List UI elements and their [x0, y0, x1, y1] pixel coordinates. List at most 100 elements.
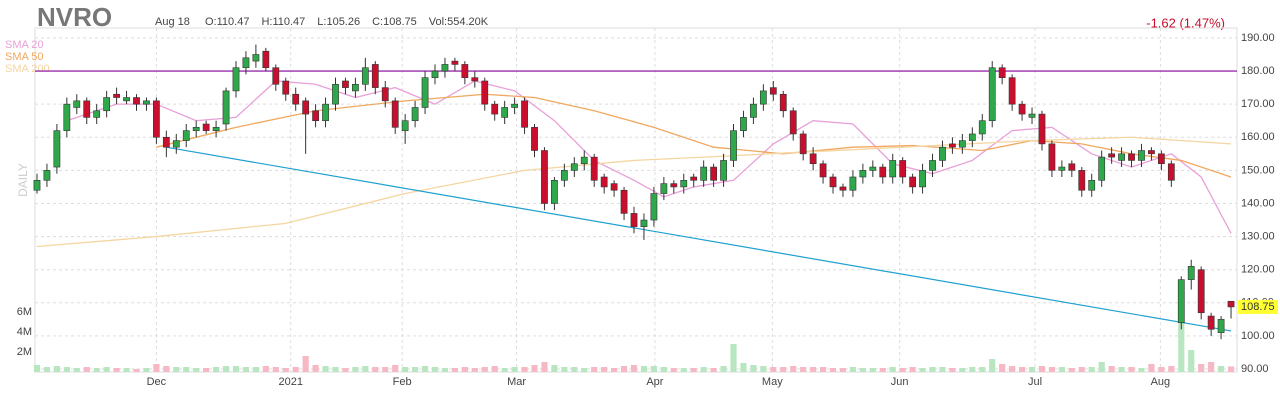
volume-bar — [1068, 368, 1075, 372]
candle-body — [481, 80, 489, 105]
volume-bar — [1198, 364, 1205, 372]
candle-body — [312, 110, 319, 122]
volume-bar — [461, 367, 468, 372]
volume-bar — [1009, 366, 1016, 372]
volume-bar — [829, 368, 837, 372]
candle-body — [192, 127, 200, 131]
volume-bar — [551, 365, 558, 372]
volume-bar — [342, 368, 349, 372]
volume-bar — [511, 367, 518, 372]
candle-body — [551, 180, 558, 204]
candle-body — [342, 80, 349, 88]
volume-bar — [959, 368, 966, 372]
y-tick-label: 160.00 — [1241, 131, 1275, 143]
candle-body — [720, 160, 727, 181]
volume-bar — [143, 368, 150, 372]
volume-bar — [630, 365, 638, 372]
candle-body — [371, 64, 379, 88]
candle-body — [501, 107, 509, 118]
x-tick-label: Dec — [147, 376, 167, 388]
volume-bar — [1118, 367, 1125, 372]
volume-bar — [103, 367, 110, 372]
candle-body — [202, 123, 210, 131]
candle-body — [1088, 180, 1096, 191]
candle-body — [143, 100, 150, 105]
y-tick-label: 90.00 — [1241, 363, 1269, 375]
volume-bar — [282, 368, 289, 372]
candle-body — [610, 183, 618, 191]
volume-bar — [1227, 366, 1235, 372]
volume-bar — [660, 367, 667, 372]
legend-entry: SMA 50 — [5, 51, 44, 63]
volume-bar — [869, 368, 876, 372]
candle-body — [441, 64, 449, 72]
timeframe: DAILY — [16, 163, 30, 197]
volume-bar — [382, 367, 389, 372]
volume-bar — [889, 367, 896, 372]
volume-bar — [262, 366, 269, 372]
volume-bar — [242, 367, 250, 372]
volume-bar — [332, 367, 339, 372]
candle-body — [939, 146, 946, 161]
candle-body — [302, 100, 310, 115]
volume-bar — [521, 367, 528, 372]
volume-bar — [611, 368, 618, 372]
volume-bar — [839, 368, 847, 372]
volume-bar — [1078, 367, 1085, 372]
candle-body — [352, 83, 359, 92]
candle-body — [700, 166, 708, 181]
candle-body — [421, 77, 429, 108]
candle-body — [33, 180, 41, 191]
volume-bar — [790, 366, 797, 372]
volume-bar — [402, 367, 409, 372]
volume-bar — [83, 367, 90, 372]
candle-body — [222, 90, 230, 125]
candle-body — [998, 67, 1006, 78]
volume-bar — [1018, 367, 1026, 372]
candle-body — [153, 100, 160, 138]
candle-body — [1138, 150, 1145, 161]
candle-body — [322, 103, 329, 122]
y-tick-label: 130.00 — [1241, 230, 1275, 242]
volume-bar — [203, 368, 210, 372]
candle-body — [590, 156, 598, 181]
candle-body — [740, 117, 747, 131]
volume-bar — [272, 367, 279, 372]
candle-body — [710, 166, 717, 181]
candle-body — [123, 97, 130, 102]
candle-body — [531, 127, 538, 151]
volume-bar — [451, 368, 458, 372]
volume-bar — [819, 367, 827, 372]
volume-bar — [650, 366, 657, 372]
volume-bar — [710, 368, 717, 372]
volume-bar — [53, 366, 60, 372]
volume-bar — [322, 366, 329, 372]
volume-bar — [929, 367, 936, 372]
x-tick-label: Feb — [393, 376, 412, 388]
volume-bar — [292, 367, 299, 372]
candle-body — [252, 54, 260, 62]
candle-body — [630, 213, 638, 227]
volume-bar — [620, 366, 628, 372]
candle-body — [779, 93, 787, 112]
candle-body — [133, 97, 140, 105]
volume-bar — [1208, 362, 1215, 372]
volume-bar — [730, 344, 737, 372]
candle-body — [1028, 113, 1036, 118]
volume-bar — [1178, 319, 1185, 372]
volume-bar — [541, 362, 548, 372]
candle-body — [1078, 170, 1086, 191]
candle-body — [1207, 315, 1215, 330]
volume-bar — [1028, 367, 1036, 372]
y-tick-label: 100.00 — [1241, 330, 1275, 342]
y-tick-label: 170.00 — [1241, 98, 1275, 110]
ohlc-label: H:110.47 — [261, 16, 305, 28]
candle-body — [491, 103, 499, 115]
candle-body — [53, 130, 61, 168]
x-tick-label: Mar — [507, 376, 526, 388]
candle-body — [879, 166, 887, 178]
candle-body — [1018, 103, 1026, 115]
volume-tick-label: 6M — [17, 306, 32, 318]
candle-body — [1098, 156, 1106, 181]
volume-bar — [760, 366, 767, 372]
